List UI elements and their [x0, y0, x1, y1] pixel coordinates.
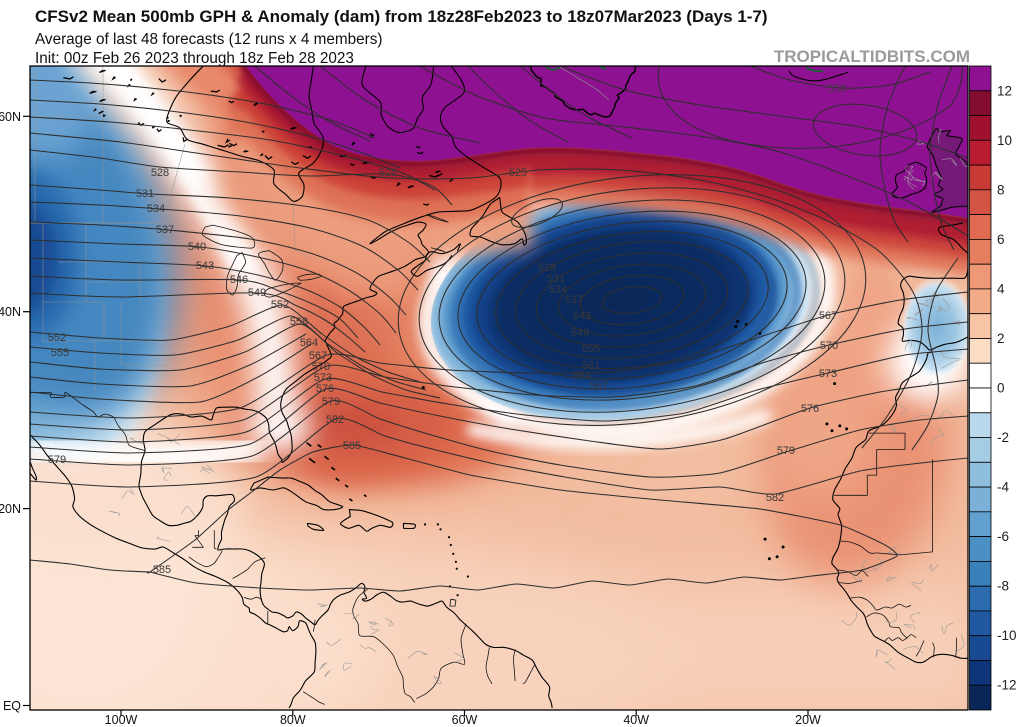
svg-text:585: 585 [343, 440, 361, 452]
svg-text:567: 567 [819, 310, 837, 322]
svg-text:549: 549 [571, 327, 589, 339]
svg-text:555: 555 [51, 347, 69, 359]
svg-text:540: 540 [188, 241, 206, 253]
svg-text:20N: 20N [0, 502, 21, 516]
svg-text:60W: 60W [452, 713, 478, 727]
svg-text:570: 570 [312, 361, 330, 373]
svg-text:528: 528 [379, 167, 397, 179]
svg-text:558: 558 [290, 316, 308, 328]
svg-text:528: 528 [538, 262, 556, 274]
svg-text:567: 567 [309, 350, 327, 362]
svg-text:576: 576 [316, 383, 334, 395]
svg-text:549: 549 [248, 287, 266, 299]
svg-text:-2: -2 [997, 430, 1009, 445]
svg-text:-12: -12 [997, 678, 1017, 693]
svg-text:TROPICALTIDBITS.COM: TROPICALTIDBITS.COM [774, 47, 970, 66]
svg-text:579: 579 [48, 454, 66, 466]
svg-text:20W: 20W [795, 713, 821, 727]
svg-text:573: 573 [314, 372, 332, 384]
svg-text:570: 570 [820, 340, 838, 352]
svg-text:564: 564 [300, 337, 318, 349]
svg-text:537: 537 [565, 294, 583, 306]
svg-text:573: 573 [819, 368, 837, 380]
svg-text:531: 531 [547, 273, 565, 285]
svg-text:534: 534 [549, 284, 567, 296]
svg-text:60N: 60N [0, 110, 21, 124]
svg-text:4: 4 [997, 281, 1005, 296]
svg-text:528: 528 [151, 167, 169, 179]
svg-text:40N: 40N [0, 305, 21, 319]
svg-text:552: 552 [48, 332, 66, 344]
svg-text:525: 525 [509, 167, 527, 179]
svg-text:582: 582 [766, 492, 784, 504]
svg-text:564: 564 [573, 370, 591, 382]
svg-text:80W: 80W [280, 713, 306, 727]
svg-text:531: 531 [136, 188, 154, 200]
svg-text:567: 567 [590, 380, 608, 392]
svg-text:-8: -8 [997, 579, 1009, 594]
svg-text:555: 555 [582, 343, 600, 355]
svg-text:-6: -6 [997, 529, 1009, 544]
svg-text:Init: 00z Feb 26 2023 through: Init: 00z Feb 26 2023 through 18z Feb 28… [35, 50, 354, 67]
svg-text:CFSv2 Mean 500mb GPH & Anomaly: CFSv2 Mean 500mb GPH & Anomaly (dam) fro… [35, 7, 768, 26]
svg-text:582: 582 [326, 414, 344, 426]
svg-text:EQ: EQ [3, 699, 21, 713]
svg-text:Average of last 48 forecasts (: Average of last 48 forecasts (12 runs x … [35, 31, 382, 48]
svg-text:561: 561 [582, 360, 600, 372]
svg-text:8: 8 [997, 182, 1005, 197]
svg-text:543: 543 [196, 260, 214, 272]
svg-text:552: 552 [271, 299, 289, 311]
svg-text:40W: 40W [623, 713, 649, 727]
svg-text:-10: -10 [997, 628, 1017, 643]
svg-text:6: 6 [997, 232, 1005, 247]
svg-text:585: 585 [153, 564, 171, 576]
svg-text:579: 579 [322, 396, 340, 408]
svg-text:100W: 100W [105, 713, 138, 727]
svg-text:10: 10 [997, 133, 1012, 148]
svg-text:579: 579 [777, 445, 795, 457]
svg-text:12: 12 [997, 83, 1012, 98]
svg-text:534: 534 [147, 203, 165, 215]
svg-text:0: 0 [997, 381, 1005, 396]
svg-text:576: 576 [801, 403, 819, 415]
svg-text:2: 2 [997, 331, 1005, 346]
svg-text:558: 558 [828, 83, 846, 95]
svg-text:537: 537 [156, 224, 174, 236]
svg-text:-4: -4 [997, 480, 1009, 495]
svg-text:546: 546 [230, 274, 248, 286]
svg-text:543: 543 [573, 310, 591, 322]
